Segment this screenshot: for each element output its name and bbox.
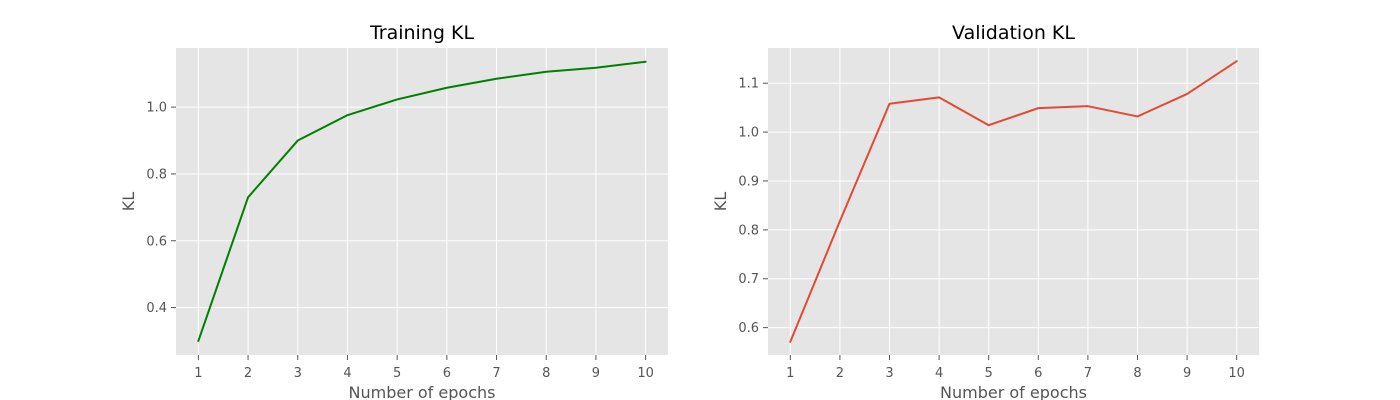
training-kl-chart: 1 2 3 4 5 6 7 8 9 10 0.4 0.6 0.8 1.0 Training KL Numb…	[119, 22, 668, 400]
y-tick-label: 0.6	[738, 321, 759, 336]
x-tick-label: 9	[592, 366, 600, 381]
x-tick-label: 2	[836, 366, 844, 381]
x-tick-label: 10	[1228, 366, 1245, 381]
y-tick-label: 0.7	[738, 272, 759, 287]
y-axis-label: KL	[711, 192, 730, 211]
y-tick-label: 0.4	[146, 301, 167, 316]
tick-marks	[171, 106, 647, 360]
x-axis-label: Number of epochs	[940, 383, 1087, 400]
x-tick-label: 1	[194, 366, 202, 381]
validation-kl-chart: 1 2 3 4 5 6 7 8 9 10 0.6 0.7 0.8 0.9 1.0 1.1 Validation…	[711, 22, 1259, 400]
series-lines	[197, 60, 647, 342]
x-tick-label: 8	[1133, 366, 1141, 381]
y-tick-label: 1.0	[146, 101, 167, 116]
tick-labels: 1 2 3 4 5 6 7 8 9 10 0.4 0.6 0.8 1.0	[146, 101, 654, 381]
y-tick-label: 0.8	[146, 167, 167, 182]
x-tick-label: 4	[935, 366, 943, 381]
x-tick-label: 6	[443, 366, 451, 381]
x-tick-label: 8	[542, 366, 550, 381]
y-tick-label: 1.0	[738, 126, 759, 141]
y-tick-label: 0.6	[146, 234, 167, 249]
x-tick-label: 2	[244, 366, 252, 381]
tick-labels: 1 2 3 4 5 6 7 8 9 10 0.6 0.7 0.8 0.9 1.0 1.1	[738, 77, 1245, 381]
x-tick-label: 6	[1034, 366, 1042, 381]
gridlines	[768, 48, 1259, 355]
x-tick-label: 1	[786, 366, 794, 381]
series-line	[789, 60, 1238, 343]
plot-area	[176, 48, 668, 355]
x-tick-label: 5	[393, 366, 401, 381]
gridlines	[176, 48, 668, 355]
y-tick-label: 1.1	[738, 77, 759, 92]
x-tick-label: 7	[1084, 366, 1092, 381]
tick-marks	[763, 82, 1238, 360]
y-tick-label: 0.8	[738, 223, 759, 238]
x-tick-label: 5	[985, 366, 993, 381]
x-tick-label: 7	[492, 366, 500, 381]
y-axis-label: KL	[119, 192, 138, 211]
x-tick-label: 3	[294, 366, 302, 381]
series-lines	[789, 60, 1238, 343]
series-line	[197, 60, 647, 342]
chart-title: Validation KL	[952, 22, 1075, 44]
x-tick-label: 3	[885, 366, 893, 381]
x-tick-label: 9	[1183, 366, 1191, 381]
x-tick-label: 4	[343, 366, 351, 381]
x-tick-label: 10	[637, 366, 654, 381]
y-tick-label: 0.9	[738, 174, 759, 189]
x-axis-label: Number of epochs	[349, 383, 496, 400]
chart-title: Training KL	[369, 22, 474, 44]
